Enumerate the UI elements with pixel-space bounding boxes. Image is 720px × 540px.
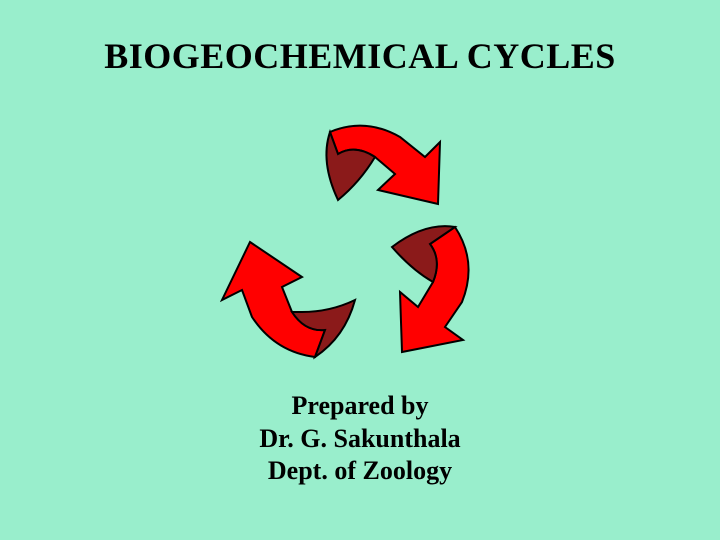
byline-block: Prepared by Dr. G. Sakunthala Dept. of Z…: [0, 390, 720, 488]
slide-title: BIOGEOCHEMICAL CYCLES: [0, 35, 720, 77]
byline-line-2: Dr. G. Sakunthala: [0, 423, 720, 456]
byline-line-3: Dept. of Zoology: [0, 455, 720, 488]
byline-line-1: Prepared by: [0, 390, 720, 423]
recycle-icon: [220, 112, 500, 372]
